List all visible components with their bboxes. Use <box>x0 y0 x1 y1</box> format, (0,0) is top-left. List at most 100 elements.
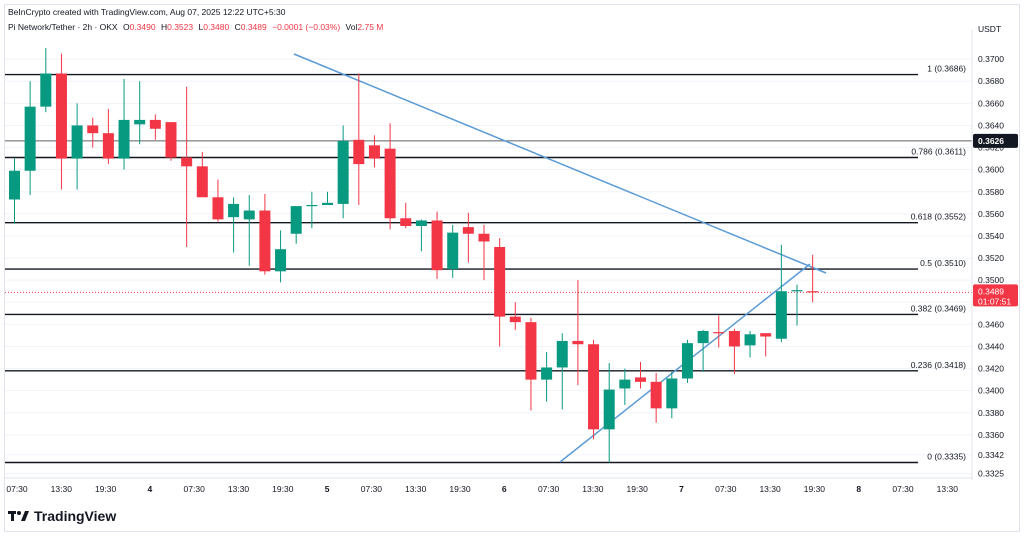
time-tick-label: 13:30 <box>937 484 959 494</box>
tradingview-logo[interactable]: TradingView <box>8 508 116 524</box>
candle-body[interactable] <box>681 343 693 379</box>
marked-price-badge[interactable] <box>973 133 1018 148</box>
candle-body[interactable] <box>462 227 474 234</box>
candle-body[interactable] <box>525 322 537 380</box>
candle-body[interactable] <box>181 157 193 167</box>
candle-body[interactable] <box>775 291 787 339</box>
candle-body[interactable] <box>666 378 678 409</box>
time-tick-label: 07:30 <box>361 484 383 494</box>
time-tick-label: 13:30 <box>228 484 250 494</box>
candle-body[interactable] <box>212 197 224 220</box>
price-tick-label: 0.3520 <box>978 253 1004 263</box>
time-tick-label: 6 <box>502 484 507 494</box>
candle-body[interactable] <box>447 232 459 270</box>
candle-body[interactable] <box>650 381 662 409</box>
descending-trendline[interactable] <box>293 53 827 274</box>
candle-body[interactable] <box>728 330 740 347</box>
candle-body[interactable] <box>744 334 756 346</box>
price-tick-label: 0.3560 <box>978 209 1004 219</box>
candle-body[interactable] <box>71 125 83 159</box>
candle-body[interactable] <box>228 203 240 218</box>
time-tick-label: 13:30 <box>405 484 427 494</box>
time-tick-label: 19:30 <box>449 484 471 494</box>
candle-body[interactable] <box>791 290 803 292</box>
candle-body[interactable] <box>478 233 490 242</box>
close-value: 0.3489 <box>240 22 267 32</box>
candle-body[interactable] <box>588 344 600 430</box>
time-tick-label: 5 <box>325 484 330 494</box>
price-tick-label: 0.3580 <box>978 187 1004 197</box>
candle-body[interactable] <box>635 377 646 382</box>
fib-level-label: 1 (0.3686) <box>927 64 966 74</box>
candle-body[interactable] <box>275 249 287 272</box>
candle-body[interactable] <box>384 148 396 219</box>
candle-body[interactable] <box>619 379 631 389</box>
price-tick-label: 0.3360 <box>978 430 1004 440</box>
low-value: 0.3480 <box>203 22 230 32</box>
candle-body[interactable] <box>541 367 553 380</box>
candle-body[interactable] <box>259 210 271 272</box>
price-tick-label: 0.3660 <box>978 98 1004 108</box>
current-price-badge[interactable] <box>973 284 1018 307</box>
time-tick-label: 4 <box>148 484 153 494</box>
time-tick-label: 19:30 <box>272 484 294 494</box>
price-tick-label: 0.3680 <box>978 76 1004 86</box>
time-tick-label: 07:30 <box>538 484 560 494</box>
candle-body[interactable] <box>807 291 819 293</box>
price-tick-label: 0.3460 <box>978 319 1004 329</box>
candle-body[interactable] <box>368 145 380 159</box>
candle-body[interactable] <box>196 166 208 198</box>
symbol-name[interactable]: Pi Network/Tether · 2h · OKX <box>8 22 118 32</box>
time-tick-label: 8 <box>856 484 861 494</box>
candle-body[interactable] <box>556 340 568 368</box>
price-tick-label: 0.3640 <box>978 120 1004 130</box>
candle-body[interactable] <box>760 333 772 337</box>
price-tick-label: 0.3420 <box>978 364 1004 374</box>
fib-level-label: 0.382 (0.3469) <box>911 303 966 313</box>
candle-body[interactable] <box>431 220 443 271</box>
candle-body[interactable] <box>24 106 36 171</box>
candle-body[interactable] <box>509 316 521 323</box>
time-tick-label: 13:30 <box>51 484 73 494</box>
candle-body[interactable] <box>102 133 114 159</box>
close-label: C <box>234 22 241 32</box>
candle-body[interactable] <box>572 340 584 345</box>
candle-body[interactable] <box>290 206 302 234</box>
change-value: −0.0001 (−0.03%) <box>272 22 341 32</box>
candle-body[interactable] <box>87 125 99 134</box>
price-tick-label: 0.3325 <box>978 469 1004 479</box>
time-tick-label: 19:30 <box>627 484 649 494</box>
currency-label[interactable]: USDT <box>978 24 1002 34</box>
candle-body[interactable] <box>243 210 255 220</box>
chart-frame <box>4 4 1020 532</box>
candle-body[interactable] <box>415 220 427 227</box>
price-tick-label: 0.3600 <box>978 165 1004 175</box>
candle-body[interactable] <box>149 119 161 129</box>
fib-level-label: 0 (0.3335) <box>927 452 966 462</box>
high-value: 0.3523 <box>167 22 194 32</box>
candle-body[interactable] <box>9 170 20 200</box>
candle-body[interactable] <box>337 140 349 204</box>
candle-body[interactable] <box>134 119 146 125</box>
candle-body[interactable] <box>322 202 333 206</box>
price-tick-label: 0.3342 <box>978 450 1004 460</box>
candle-body[interactable] <box>40 73 52 107</box>
candle-body[interactable] <box>118 119 130 159</box>
candle-body[interactable] <box>165 122 177 158</box>
candle-body[interactable] <box>697 330 709 344</box>
candle-body[interactable] <box>494 247 506 317</box>
candle-body[interactable] <box>306 205 318 207</box>
candle-body[interactable] <box>713 332 725 334</box>
candle-body[interactable] <box>400 218 412 227</box>
chart-credit: BeInCrypto created with TradingView.com,… <box>8 7 286 17</box>
candle-body[interactable] <box>353 139 365 165</box>
low-label: L <box>198 22 204 32</box>
time-tick-label: 07:30 <box>715 484 737 494</box>
time-tick-label: 19:30 <box>804 484 826 494</box>
tradingview-icon <box>8 511 29 521</box>
price-tick-label: 0.3540 <box>978 231 1004 241</box>
candle-body[interactable] <box>603 389 615 430</box>
time-tick-label: 07:30 <box>184 484 206 494</box>
candle-body[interactable] <box>55 73 67 159</box>
